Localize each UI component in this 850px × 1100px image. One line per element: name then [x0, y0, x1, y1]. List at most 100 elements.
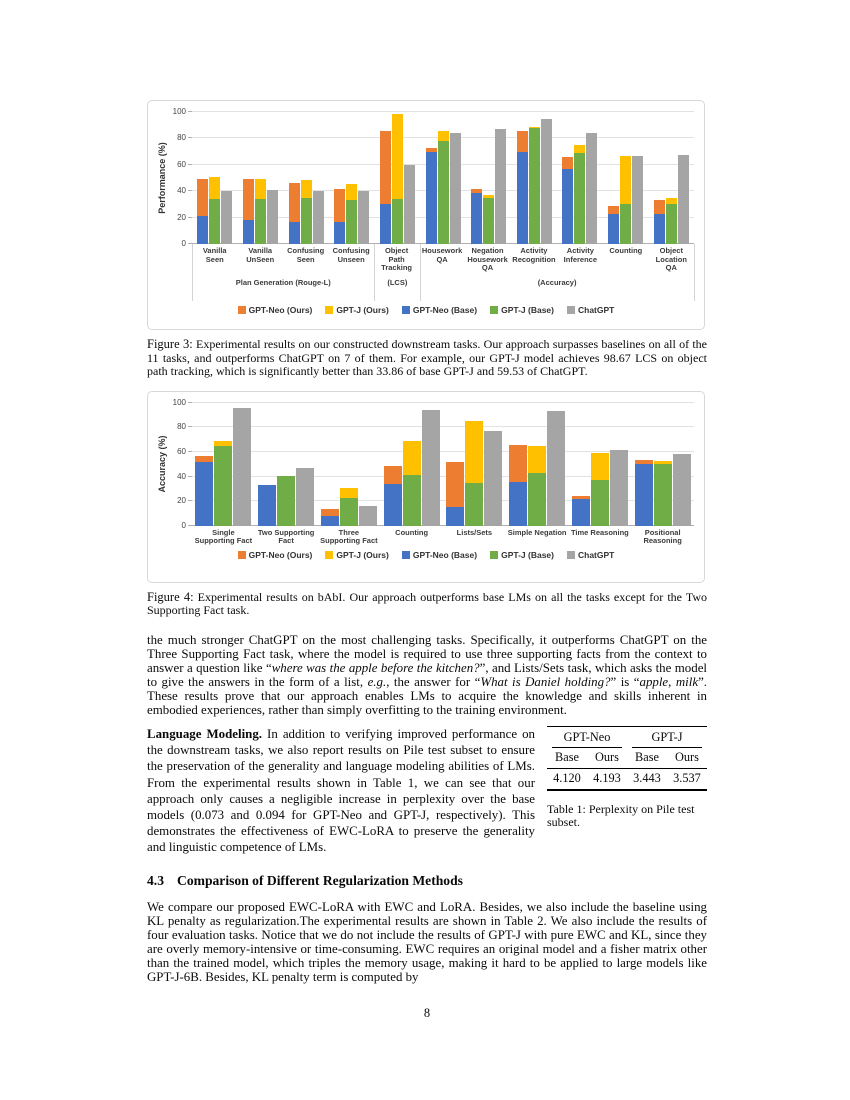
overlay-bar-column: [471, 112, 483, 244]
category-label: Housework QA: [421, 246, 463, 264]
table1: GPT-Neo GPT-J Base Ours Base Ours 4.120 …: [547, 725, 707, 791]
x-axis-label-area: Single Supporting Fact Two Supporting Fac…: [192, 526, 694, 546]
figure4-bar-chart: 0 20 40 60 80 100 Accuracy (%) Single Supportin…: [147, 390, 705, 583]
bar-column: [495, 112, 507, 244]
page-number: 8: [423, 1005, 431, 1020]
group-divider-line: [191, 244, 193, 301]
bar-ChatGPT: [677, 154, 689, 244]
y-axis-title: Performance (%): [157, 142, 167, 214]
bar-column: [403, 112, 415, 244]
bar-column: [266, 112, 278, 244]
bar-group: [443, 403, 506, 526]
paragraph-text: ” is “: [610, 674, 640, 689]
overlay-bar-column: [258, 403, 277, 526]
y-tick-mark: [188, 111, 192, 112]
table-cell: 3.443: [633, 771, 661, 786]
paragraph-text: ”. These results prove that our approach…: [147, 674, 708, 717]
legend-swatch: [237, 305, 246, 314]
overlay-bar-column: [437, 112, 449, 244]
overlay-bar-column: [465, 403, 484, 526]
overlay-bar-column: [574, 112, 586, 244]
legend-swatch: [490, 550, 499, 559]
category-label: Activity Inference: [563, 246, 598, 264]
legend-item: GPT-Neo (Ours): [237, 549, 313, 560]
overlay-bar-column: [528, 112, 540, 244]
category-label: Lists/Sets: [456, 527, 493, 537]
paragraph-comparison: We compare our proposed EWC-LoRA with EW…: [147, 899, 707, 984]
y-tick-mark: [188, 163, 192, 165]
legend-label: GPT-Neo (Ours): [248, 549, 313, 560]
overlay-bar-column: [197, 112, 209, 244]
section-title: Comparison of Different Regularization M…: [177, 872, 463, 888]
table-group-header-row: GPT-Neo GPT-J: [547, 727, 707, 747]
y-tick-label: 40: [177, 186, 186, 196]
bar-GPT-J (Base): [346, 200, 358, 244]
y-tick-mark: [188, 137, 192, 139]
y-tick-mark: [188, 216, 192, 218]
bar-column: [484, 403, 503, 526]
bar-group: [557, 112, 603, 244]
bar-GPT-J (Base): [574, 152, 586, 244]
table-cell: 3.537: [673, 771, 701, 786]
language-modeling-paragraph: Language Modeling. In addition to verify…: [147, 726, 535, 856]
bar-GPT-J (Ours): [620, 156, 632, 244]
overlay-bar-column: [608, 112, 620, 244]
group-divider-line: [374, 244, 376, 301]
paragraph-continuation: the much stronger ChatGPT on the most ch…: [147, 633, 707, 717]
overlay-bar-column: [590, 403, 609, 526]
bar-group: [466, 112, 512, 244]
category-label: Time Reasoning: [570, 527, 629, 537]
legend-swatch: [401, 550, 410, 559]
bar-GPT-Neo (Base): [471, 193, 483, 244]
italic-quote: What is Daniel holding?: [480, 674, 611, 689]
bar-column: [677, 112, 689, 244]
bar-GPT-J (Base): [465, 482, 484, 526]
y-tick-label: 100: [172, 397, 186, 407]
bar-GPT-J (Base): [391, 199, 403, 244]
bar-ChatGPT: [358, 190, 370, 244]
bar-GPT-Neo (Base): [320, 515, 339, 526]
legend-item: GPT-J (Ours): [325, 550, 389, 560]
plot-area: 0 20 40 60 80 100: [173, 107, 694, 248]
bar-GPT-Neo (Base): [383, 483, 402, 526]
text-column: 0 20 40 60 80 100 Performance (%) Vanilla Seen V…: [147, 0, 707, 1021]
bar-group: [238, 112, 284, 244]
legend-label: ChatGPT: [577, 549, 615, 560]
y-tick-mark: [188, 524, 192, 526]
legend-swatch: [325, 550, 334, 559]
paragraph-text: , the answer for “: [386, 674, 481, 689]
legend-label: GPT-Neo (Base): [412, 549, 478, 560]
table-group-header: GPT-J: [651, 730, 683, 745]
y-tick-label: 100: [172, 107, 186, 116]
table1-caption-label: Table 1:: [547, 801, 586, 816]
y-tick-label: 80: [177, 422, 186, 432]
bar-GPT-J (Base): [528, 127, 540, 244]
bar-GPT-Neo (Ours): [242, 179, 254, 244]
bar-GPT-J (Ours): [391, 113, 403, 244]
overlay-bar-column: [383, 403, 402, 526]
table1-caption-text: Perplexity on Pile test subset.: [547, 801, 695, 830]
overlay-bar-column: [446, 403, 465, 526]
bar-GPT-Neo (Base): [197, 216, 209, 244]
overlay-bar-column: [214, 403, 233, 526]
gridline: [192, 111, 694, 112]
gridline: [192, 426, 694, 428]
bar-column: [358, 403, 377, 526]
bar-GPT-Neo (Base): [446, 507, 465, 526]
y-tick-label: 60: [177, 159, 186, 169]
y-tick-mark: [188, 450, 192, 452]
bar-GPT-J (Base): [665, 204, 677, 244]
bar-column: [540, 112, 552, 244]
bar-GPT-J (Base): [209, 199, 221, 244]
bar-group: [569, 403, 632, 526]
overlay-bar-column: [300, 112, 312, 244]
legend-item: GPT-Neo (Ours): [237, 305, 312, 315]
bar-GPT-J (Base): [590, 480, 609, 526]
category-label: Vanilla Seen: [202, 246, 227, 264]
category-label: Vanilla UnSeen: [246, 246, 275, 264]
gridline: [192, 500, 694, 502]
bar-group: [648, 112, 694, 244]
y-tick-mark: [188, 426, 192, 428]
bar-group: [603, 112, 649, 244]
category-label: Negation Housework QA: [467, 246, 508, 272]
